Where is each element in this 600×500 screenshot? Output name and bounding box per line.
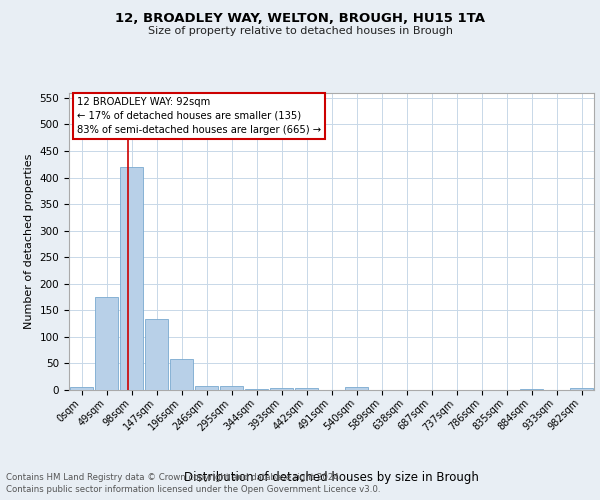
Bar: [195, 386, 218, 390]
Bar: [520, 389, 543, 390]
Bar: [170, 359, 193, 390]
Text: Contains public sector information licensed under the Open Government Licence v3: Contains public sector information licen…: [6, 485, 380, 494]
Bar: [95, 297, 118, 390]
Bar: [345, 388, 368, 390]
X-axis label: Distribution of detached houses by size in Brough: Distribution of detached houses by size …: [184, 472, 479, 484]
Bar: [270, 388, 293, 390]
Text: Size of property relative to detached houses in Brough: Size of property relative to detached ho…: [148, 26, 452, 36]
Bar: [220, 386, 243, 390]
Text: Contains HM Land Registry data © Crown copyright and database right 2024.: Contains HM Land Registry data © Crown c…: [6, 472, 341, 482]
Bar: [295, 388, 318, 390]
Bar: [570, 388, 593, 390]
Bar: [70, 388, 93, 390]
Bar: [120, 167, 143, 390]
Bar: [145, 320, 168, 390]
Y-axis label: Number of detached properties: Number of detached properties: [24, 154, 34, 329]
Text: 12 BROADLEY WAY: 92sqm
← 17% of detached houses are smaller (135)
83% of semi-de: 12 BROADLEY WAY: 92sqm ← 17% of detached…: [77, 97, 321, 135]
Bar: [245, 389, 268, 390]
Text: 12, BROADLEY WAY, WELTON, BROUGH, HU15 1TA: 12, BROADLEY WAY, WELTON, BROUGH, HU15 1…: [115, 12, 485, 26]
